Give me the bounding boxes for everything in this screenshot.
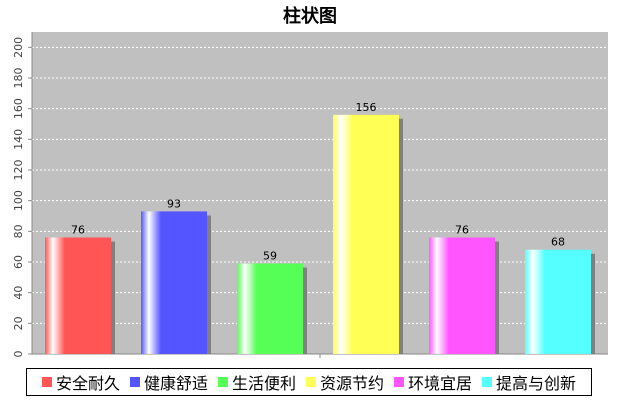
y-tick-label: 120: [12, 160, 25, 181]
legend-label: 生活便利: [231, 374, 296, 393]
bars: [45, 114, 595, 354]
gridlines: [32, 46, 608, 324]
data-labels: 76 93 59 156 76 68: [71, 101, 565, 263]
y-tick-label: 40: [12, 286, 25, 300]
y-tick-label: 180: [12, 68, 25, 89]
bar: [45, 237, 111, 354]
legend-item: 健康舒适: [129, 370, 208, 394]
legend-swatch: [482, 377, 493, 387]
data-label: 76: [455, 223, 469, 236]
legend-swatch: [129, 377, 140, 387]
legend-swatch: [217, 377, 228, 387]
data-label: 93: [167, 197, 181, 210]
plot-area: [32, 32, 608, 354]
bar: [141, 211, 207, 354]
legend-item: 资源节约: [306, 370, 384, 394]
chart-title: 柱状图: [283, 6, 337, 27]
legend-swatch: [306, 377, 316, 387]
y-tick-label: 200: [12, 37, 25, 58]
data-label: 68: [551, 236, 565, 249]
data-label: 156: [356, 101, 377, 114]
legend-label: 资源节约: [320, 374, 385, 393]
legend: 安全耐久 健康舒适 生活便利 资源节约 环境宜居 提高与创新: [26, 368, 592, 396]
y-tick-label: 140: [12, 129, 25, 150]
bar: [429, 237, 495, 354]
y-tick-label: 60: [12, 255, 25, 269]
legend-label: 安全耐久: [55, 374, 120, 393]
legend-swatch: [394, 377, 405, 387]
y-axis: 0 20 40 60 80 100 120 140 160 180 200: [12, 32, 608, 358]
bar: [525, 249, 591, 354]
legend-item: 环境宜居: [394, 370, 472, 394]
data-label: 76: [71, 223, 85, 236]
legend-swatch: [41, 377, 52, 387]
legend-label: 提高与创新: [496, 374, 577, 393]
legend-item: 提高与创新: [482, 370, 576, 394]
y-tick-label: 100: [12, 190, 25, 211]
y-tick-label: 160: [12, 98, 25, 119]
legend-item: 安全耐久: [41, 370, 120, 394]
y-tick-label: 0: [12, 351, 25, 358]
data-label: 59: [263, 250, 277, 263]
bar: [333, 114, 399, 354]
y-tick-label: 20: [12, 316, 25, 330]
y-tick-label: 80: [12, 224, 25, 238]
legend-label: 环境宜居: [408, 374, 473, 393]
legend-label: 健康舒适: [143, 374, 208, 393]
legend-item: 生活便利: [217, 370, 296, 394]
bar: [237, 263, 303, 354]
